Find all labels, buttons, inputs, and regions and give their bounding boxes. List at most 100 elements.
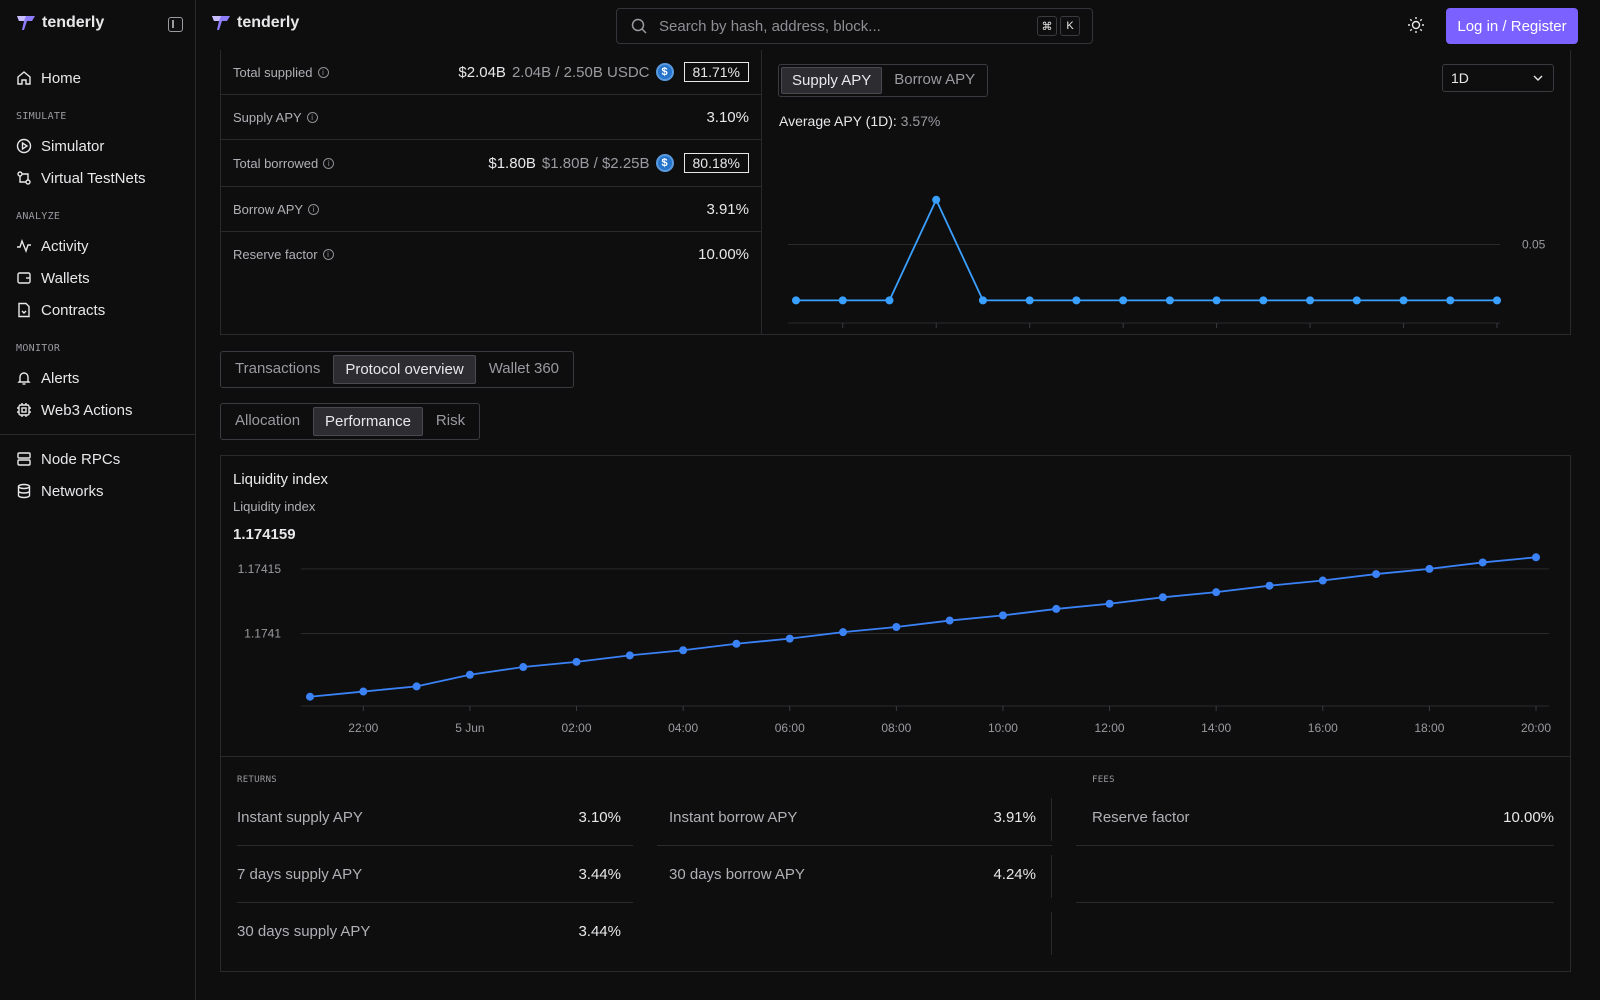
info-icon[interactable]: i: [323, 157, 335, 169]
kv-value: 3.44%: [578, 865, 621, 883]
sidebar-item-web3-actions[interactable]: Web3 Actions: [16, 399, 132, 421]
tab-performance[interactable]: Performance: [313, 407, 423, 436]
liquidity-subtitle: Liquidity index: [233, 499, 316, 514]
data-point: [1372, 570, 1381, 579]
info-icon[interactable]: i: [322, 249, 334, 260]
play-icon: [16, 138, 32, 154]
x-tick-label: 22:00: [348, 721, 378, 735]
stat-reserve-factor: Reserve factor i 10.00%: [221, 232, 761, 277]
sidebar-toggle-icon[interactable]: [168, 17, 183, 32]
column-rule: [1051, 798, 1052, 841]
data-point: [1212, 296, 1221, 305]
data-point: [572, 657, 581, 666]
column-rule: [1051, 912, 1052, 955]
sidebar-item-wallets[interactable]: Wallets: [16, 267, 90, 289]
toggle-borrow-apy[interactable]: Borrow APY: [894, 71, 976, 88]
x-tick-label: 16:00: [1308, 721, 1338, 735]
y-tick-label: 0.05: [1522, 238, 1546, 252]
topbar-brand[interactable]: tenderly: [211, 14, 299, 32]
stat-label-wrap: Borrow APY i: [233, 202, 320, 217]
section-simulate: SIMULATE: [16, 111, 67, 122]
stat-value: 3.10%: [706, 108, 749, 126]
data-point: [1052, 604, 1061, 613]
liquidity-panel: Liquidity index Liquidity index 1.174159…: [220, 455, 1571, 972]
supplied-pct-badge: 81.71%: [683, 62, 749, 82]
search-icon: [631, 18, 647, 34]
kv-key: 30 days borrow APY: [669, 866, 805, 883]
total-supplied-main: $2.04B: [458, 63, 506, 81]
info-icon[interactable]: i: [308, 203, 320, 215]
kv-30d-supply-apy: 30 days supply APY 3.44%: [237, 903, 633, 960]
kv-key: Instant supply APY: [237, 808, 363, 826]
stat-borrow-apy: Borrow APY i 3.91%: [221, 187, 761, 232]
data-point: [625, 651, 634, 660]
section-monitor: MONITOR: [16, 343, 61, 354]
kv-empty-row: [1076, 846, 1554, 903]
stat-total-supplied: Total supplied i $2.04B 2.04B / 2.50B USD…: [221, 50, 761, 95]
data-point: [1265, 581, 1274, 590]
server-icon: [17, 452, 31, 466]
sidebar-item-label: Virtual TestNets: [41, 169, 146, 187]
data-point: [1493, 296, 1501, 305]
chevron-down-icon: [1533, 75, 1543, 81]
chip-icon: [17, 403, 31, 417]
data-point: [1446, 296, 1455, 305]
sidebar-divider: [0, 434, 196, 435]
toggle-supply-apy[interactable]: Supply APY: [781, 67, 883, 94]
tenderly-logo-icon: [212, 16, 230, 30]
apy-chart-panel: Supply APY Borrow APY 1D Average APY (1D…: [761, 50, 1572, 334]
x-tick-label: 04:00: [668, 721, 698, 735]
returns-label: RETURNS: [237, 775, 278, 785]
sidebar-item-activity[interactable]: Activity: [16, 235, 89, 257]
tab-risk[interactable]: Risk: [435, 412, 466, 429]
kv-value: 3.44%: [578, 923, 621, 940]
tab-wallet-360[interactable]: Wallet 360: [488, 360, 560, 377]
kv-key: Instant borrow APY: [669, 808, 798, 826]
tab-transactions[interactable]: Transactions: [235, 360, 321, 377]
x-tick-label: 14:00: [1201, 721, 1231, 735]
info-icon[interactable]: i: [317, 66, 329, 78]
sidebar-brand[interactable]: tenderly: [16, 14, 104, 32]
apy-line-chart: 0.0522:005 Jun02:0004:0006:0008:0010:001…: [788, 195, 1546, 328]
section-analyze: ANALYZE: [16, 211, 61, 222]
kv-value: 3.91%: [993, 808, 1036, 826]
brand-name: tenderly: [42, 14, 105, 31]
sidebar-item-label: Simulator: [41, 137, 105, 155]
stat-value: 3.91%: [706, 200, 749, 218]
average-apy-label: Average APY (1D):: [779, 113, 897, 129]
sidebar-item-simulator[interactable]: Simulator: [16, 135, 104, 157]
stat-label-wrap: Reserve factor i: [233, 247, 334, 262]
data-point: [998, 611, 1007, 620]
data-point: [1072, 296, 1081, 305]
data-point: [1478, 558, 1487, 567]
sun-icon[interactable]: [1407, 16, 1425, 34]
liquidity-title: Liquidity index: [233, 471, 329, 488]
info-icon[interactable]: i: [306, 111, 318, 123]
testnet-icon: [17, 171, 31, 185]
data-point: [1532, 553, 1540, 562]
sidebar-item-home[interactable]: Home: [16, 67, 81, 89]
stat-supply-apy: Supply APY i 3.10%: [221, 95, 761, 140]
kv-value: 4.24%: [993, 866, 1036, 883]
sidebar-item-alerts[interactable]: Alerts: [16, 367, 79, 389]
tab-allocation[interactable]: Allocation: [235, 412, 301, 429]
home-icon: [17, 71, 31, 85]
sidebar-item-label: Activity: [41, 237, 89, 255]
sidebar-item-label: Wallets: [41, 269, 90, 287]
tab-protocol-overview[interactable]: Protocol overview: [333, 355, 476, 384]
search-input[interactable]: Search by hash, address, block... ⌘ K: [616, 8, 1093, 44]
apy-toggle: Supply APY Borrow APY: [778, 64, 989, 97]
bell-icon: [17, 372, 31, 385]
sidebar-item-networks[interactable]: Networks: [16, 480, 104, 502]
sidebar-item-virtual-testnets[interactable]: Virtual TestNets: [16, 167, 146, 189]
sidebar-item-contracts[interactable]: Contracts: [16, 299, 105, 321]
range-select[interactable]: 1D: [1442, 64, 1554, 92]
sidebar-item-node-rpcs[interactable]: Node RPCs: [16, 448, 120, 470]
kv-key: 7 days supply APY: [237, 865, 363, 883]
data-point: [519, 663, 528, 672]
login-register-button[interactable]: Log in / Register: [1446, 8, 1578, 44]
data-point: [1425, 564, 1434, 573]
kv-instant-borrow-apy: Instant borrow APY 3.91%: [657, 789, 1052, 846]
top-bar: tenderly Search by hash, address, block.…: [197, 0, 1600, 50]
data-point: [1025, 296, 1034, 305]
